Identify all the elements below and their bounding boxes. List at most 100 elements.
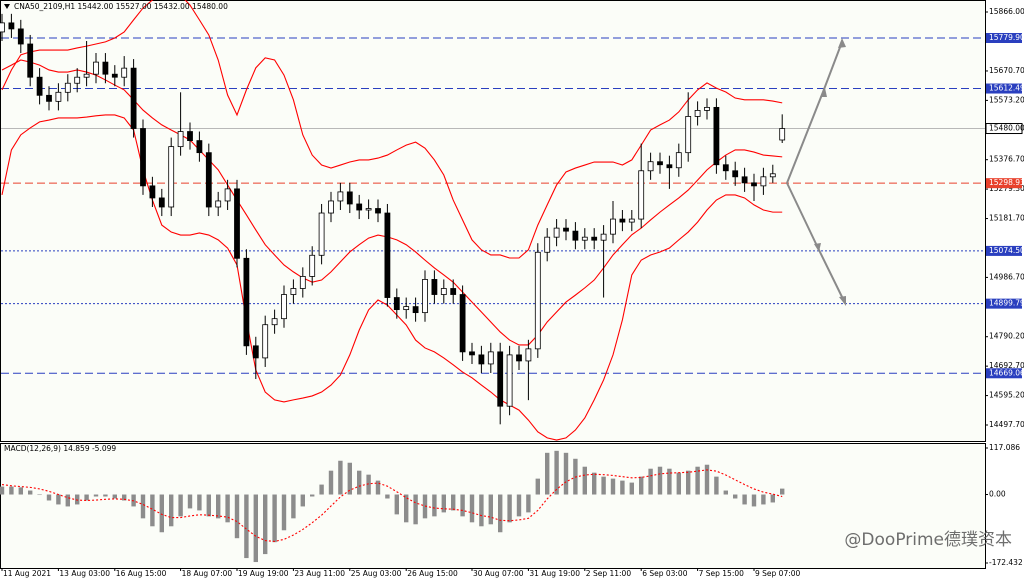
x-tick-label: 2 Sep 11:00 bbox=[586, 569, 632, 578]
candle-body bbox=[544, 236, 551, 253]
main-pane bbox=[0, 0, 986, 442]
candle-body bbox=[525, 348, 532, 362]
indicator-line bbox=[1, 469, 783, 542]
macd-bar bbox=[770, 494, 775, 503]
macd-bar bbox=[65, 494, 70, 507]
macd-bar bbox=[780, 488, 785, 495]
candle-body bbox=[741, 176, 748, 184]
macd-bar bbox=[263, 494, 268, 555]
x-tick-label: 19 Aug 19:00 bbox=[238, 569, 289, 578]
level-label: 14899.79 bbox=[989, 299, 1024, 308]
y-tick-label: 14497.70 bbox=[989, 420, 1024, 429]
menu-arrow[interactable] bbox=[4, 4, 10, 9]
candle-body bbox=[666, 164, 673, 169]
macd-bar bbox=[526, 494, 531, 513]
macd-bar bbox=[469, 494, 475, 523]
x-tick-label: 13 Aug 03:00 bbox=[59, 569, 110, 578]
macd-bar bbox=[310, 494, 315, 497]
candle-body bbox=[619, 218, 626, 223]
macd-bar bbox=[122, 494, 127, 501]
candle-body bbox=[638, 170, 645, 220]
level-label-bg bbox=[986, 33, 1022, 44]
level-label: 15480.00 bbox=[989, 124, 1024, 133]
candle-body bbox=[46, 94, 52, 102]
macd-bar bbox=[84, 494, 89, 501]
candle-body bbox=[591, 236, 598, 241]
candle-body bbox=[431, 279, 438, 295]
level-label-bg bbox=[985, 123, 1023, 135]
level-label-bg bbox=[986, 298, 1022, 309]
candle-body bbox=[111, 73, 118, 78]
y-tick-label: 0.00 bbox=[989, 490, 1006, 499]
candle-body bbox=[469, 351, 475, 356]
candle-body bbox=[309, 254, 316, 277]
candle-body bbox=[732, 170, 739, 178]
macd-bar bbox=[169, 494, 174, 527]
macd-bar bbox=[667, 468, 672, 495]
y-tick-label: 15670.70 bbox=[989, 66, 1024, 75]
candle-body bbox=[271, 318, 278, 326]
candle-body bbox=[177, 131, 184, 148]
candle-body bbox=[779, 128, 786, 141]
y-tick-label: 15376.70 bbox=[989, 155, 1024, 164]
macd-bar bbox=[197, 494, 202, 511]
candle-body bbox=[384, 212, 391, 298]
y-tick-label: 15279.30 bbox=[989, 184, 1024, 193]
candle-body bbox=[553, 227, 560, 238]
candle-body bbox=[17, 28, 24, 45]
projection-arrows bbox=[786, 38, 846, 306]
x-tick-label: 26 Aug 15:00 bbox=[407, 569, 458, 578]
level-label-bg bbox=[986, 178, 1022, 189]
macd-bar bbox=[733, 494, 738, 499]
macd-bar bbox=[601, 476, 606, 495]
macd-bar bbox=[441, 494, 446, 513]
candle-body bbox=[130, 67, 137, 129]
macd-bar bbox=[582, 466, 587, 495]
candle-body bbox=[393, 297, 400, 311]
macd-bar bbox=[178, 494, 183, 517]
macd-bar bbox=[394, 494, 399, 515]
candle-body bbox=[375, 208, 381, 214]
macd-bar bbox=[535, 478, 540, 495]
candle-body bbox=[36, 76, 43, 96]
candle-body bbox=[722, 164, 729, 172]
candle-body bbox=[657, 161, 663, 166]
candle-body bbox=[187, 131, 193, 141]
macd-bar bbox=[498, 494, 503, 533]
candle-body bbox=[64, 82, 71, 93]
chart-title: CNA50_2109,H1 15442.00 15527.00 15432.00… bbox=[14, 2, 228, 11]
candle-body bbox=[356, 203, 363, 211]
macd-bar bbox=[272, 494, 277, 543]
candle-body bbox=[713, 106, 720, 166]
y-tick-label: 14692.70 bbox=[989, 361, 1024, 370]
macd-bar bbox=[103, 494, 108, 497]
macd-bar bbox=[563, 452, 569, 495]
macd-bar bbox=[319, 484, 324, 495]
level-label: 14669.06 bbox=[989, 368, 1024, 377]
macd-bar bbox=[676, 472, 681, 495]
macd-bar bbox=[714, 476, 719, 495]
macd-bar bbox=[629, 482, 634, 495]
candle-body bbox=[572, 230, 579, 241]
macd-bar bbox=[187, 494, 193, 509]
arrow-head bbox=[814, 243, 821, 252]
candle-body bbox=[55, 91, 62, 102]
candle-body bbox=[337, 191, 344, 202]
candle-body bbox=[704, 106, 710, 111]
x-tick-label: 11 Aug 2021 bbox=[3, 569, 51, 578]
level-label: 15074.50 bbox=[989, 246, 1024, 255]
macd-bar bbox=[404, 494, 409, 523]
macd-bar bbox=[75, 494, 80, 505]
x-tick-label: 30 Aug 07:00 bbox=[473, 569, 524, 578]
level-label: 15298.93 bbox=[989, 178, 1024, 187]
macd-bar bbox=[451, 494, 456, 511]
macd-bar bbox=[723, 490, 728, 495]
macd-bar bbox=[93, 494, 99, 497]
macd-bar bbox=[338, 460, 343, 495]
candle-body bbox=[459, 294, 466, 353]
candle-body bbox=[769, 173, 776, 178]
candle-body bbox=[628, 218, 635, 223]
x-tick-label: 18 Aug 07:00 bbox=[182, 569, 233, 578]
macd-bar bbox=[592, 472, 597, 495]
macd-bar bbox=[206, 494, 211, 517]
